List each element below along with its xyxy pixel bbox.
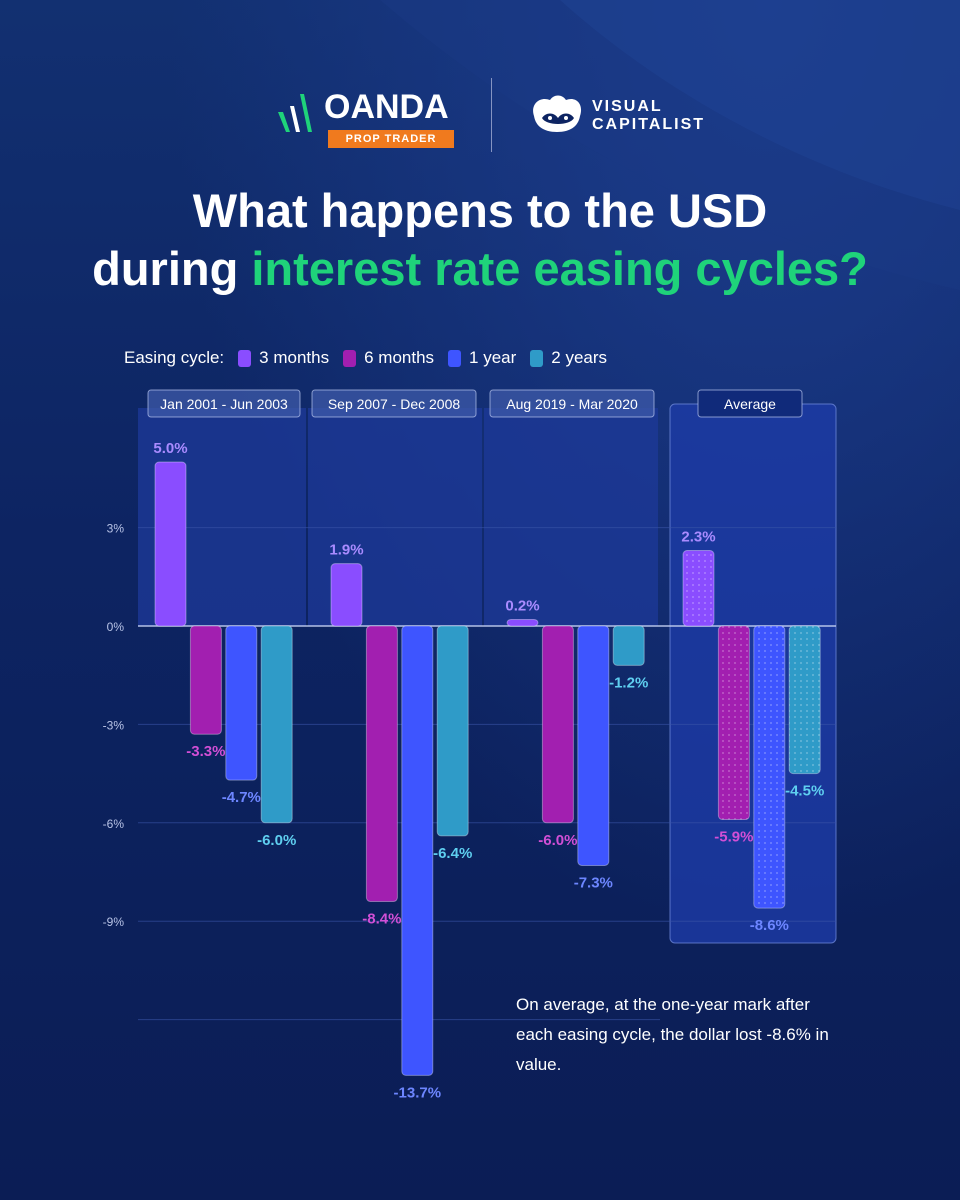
title-line2-accent: interest rate easing cycles?	[251, 242, 868, 295]
bar-1-year-2	[401, 625, 434, 1076]
legend-swatch-2-years	[530, 349, 544, 367]
category-label: Aug 2019 - Mar 2020	[506, 396, 638, 412]
bar-dot-texture	[683, 550, 714, 626]
category-tag-1	[147, 389, 301, 418]
y-tick-label: 0%	[107, 620, 125, 634]
title-line2-plain: during	[92, 242, 252, 295]
legend-swatch-6-months	[343, 349, 357, 367]
bar-2-years-1	[260, 625, 293, 824]
legend-item-6-months: 6 months	[343, 348, 434, 368]
title-line2: during interest rate easing cycles?	[0, 240, 960, 298]
vc-word-line1: VISUAL	[592, 98, 663, 115]
bar-6-months-3	[541, 625, 574, 824]
bar-value-label: 1.9%	[329, 542, 363, 559]
bar-2-years-3	[612, 625, 645, 666]
chart-legend: Easing cycle: 3 months 6 months 1 year 2…	[124, 346, 621, 370]
bar-value-label: -8.6%	[750, 917, 789, 934]
legend-item-3-months: 3 months	[238, 348, 329, 368]
bar-value-label: -13.7%	[394, 1084, 442, 1101]
bar-value-label: 2.3%	[681, 529, 715, 546]
bar-value-label: -7.3%	[574, 874, 613, 891]
bar-value-label: -4.7%	[222, 789, 261, 806]
y-tick-label: -6%	[103, 817, 125, 831]
legend-swatch-1-year	[448, 349, 462, 367]
bar-3-months-1	[154, 461, 187, 627]
bar-value-label: -5.9%	[714, 829, 753, 846]
category-label: Jan 2001 - Jun 2003	[160, 396, 288, 412]
y-tick-label: 3%	[107, 522, 125, 536]
bar-dot-texture	[753, 626, 785, 909]
category-tag-4	[697, 389, 803, 418]
bar-value-label: 5.0%	[153, 440, 187, 457]
legend-label-3-months: 3 months	[259, 348, 330, 367]
legend-label-1-year: 1 year	[469, 348, 517, 367]
category-tag-3	[489, 389, 655, 418]
bar-value-label: -6.4%	[433, 845, 472, 862]
bar-value-label: -6.0%	[538, 832, 577, 849]
cycle-panel-3	[484, 408, 658, 626]
bar-value-label: -4.5%	[785, 783, 824, 800]
bar-3-months-3	[506, 618, 539, 627]
bar-6-months-2	[365, 625, 398, 903]
bar-value-label: -1.2%	[609, 674, 648, 691]
bar-6-months-1	[189, 625, 222, 735]
logo-divider	[491, 78, 492, 152]
logo-bar: OANDA PROP TRADER VISUAL CAPITALIST	[0, 78, 960, 158]
chart-annotation: On average, at the one-year mark after e…	[516, 995, 829, 1074]
visual-capitalist-wordmark: VISUAL CAPITALIST	[592, 98, 705, 134]
page-title: What happens to the USD during interest …	[0, 182, 960, 298]
bar-1-year-3	[577, 625, 610, 866]
legend-label-6-months: 6 months	[364, 348, 435, 367]
legend-item-1-year: 1 year	[448, 348, 516, 368]
visual-capitalist-bull-bear-icon	[533, 95, 582, 132]
category-label: Average	[724, 396, 776, 412]
bar-value-label: -8.4%	[362, 911, 401, 928]
legend-label-2-years: 2 years	[551, 348, 608, 367]
vc-word-line2: CAPITALIST	[592, 116, 706, 133]
oanda-wordmark: OANDA	[324, 88, 449, 126]
oanda-check-icon	[278, 94, 312, 132]
title-line1: What happens to the USD	[192, 184, 768, 237]
y-tick-label: -3%	[103, 718, 125, 732]
category-label: Sep 2007 - Dec 2008	[328, 396, 461, 412]
bar-value-label: 0.2%	[505, 597, 539, 614]
bar-1-year-1	[225, 625, 258, 781]
category-tag-2	[311, 389, 477, 418]
bar-3-months-2	[330, 563, 363, 627]
bar-value-label: -3.3%	[186, 743, 225, 760]
legend-title: Easing cycle:	[124, 348, 225, 367]
oanda-tagline: PROP TRADER	[328, 130, 454, 148]
bar-value-label: -6.0%	[257, 832, 296, 849]
legend-item-2-years: 2 years	[530, 348, 607, 368]
y-tick-label: -9%	[103, 915, 125, 929]
background-wave	[380, 0, 960, 290]
bar-dot-texture	[718, 626, 750, 820]
legend-swatch-3-months	[238, 349, 252, 367]
bar-dot-texture	[789, 626, 821, 774]
bar-2-years-2	[436, 625, 469, 837]
